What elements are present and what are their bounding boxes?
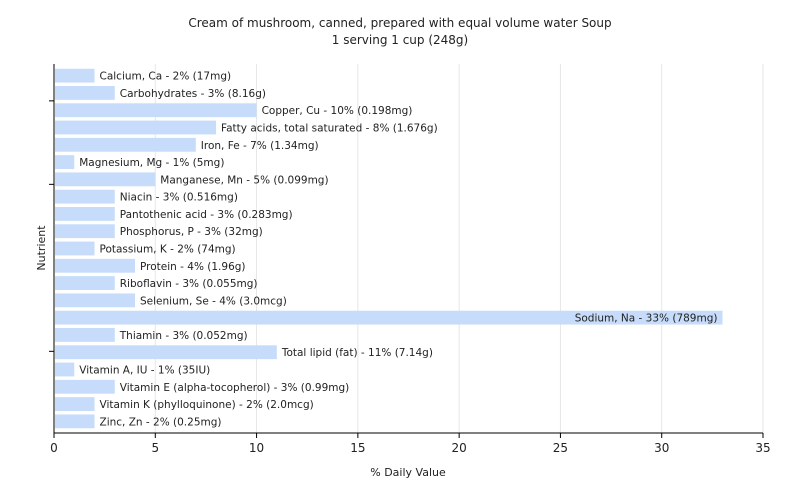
x-tick-label: 35 (755, 441, 770, 455)
bar (55, 379, 115, 394)
bar-label: Copper, Cu - 10% (0.198mg) (262, 105, 413, 117)
x-tick-label: 0 (50, 441, 58, 455)
bar (55, 345, 277, 360)
bar-label: Vitamin A, IU - 1% (35IU) (79, 365, 210, 377)
bar (55, 120, 217, 135)
bar-label: Manganese, Mn - 5% (0.099mg) (160, 174, 328, 186)
bar-label: Iron, Fe - 7% (1.34mg) (201, 140, 319, 152)
bar-label: Carbohydrates - 3% (8.16g) (120, 88, 266, 100)
bar (55, 189, 115, 204)
bar (55, 258, 136, 273)
bar-label: Magnesium, Mg - 1% (5mg) (79, 157, 224, 169)
chart-title: Cream of mushroom, canned, prepared with… (188, 16, 612, 30)
bar (55, 224, 115, 239)
x-axis-title: % Daily Value (370, 466, 446, 479)
bar-label: Riboflavin - 3% (0.055mg) (120, 278, 258, 290)
bars: Calcium, Ca - 2% (17mg) Carbohydrates - 3… (55, 68, 723, 429)
bar-label: Potassium, K - 2% (74mg) (100, 244, 236, 256)
bar (55, 207, 115, 221)
grid-lines (154, 64, 764, 433)
bar (55, 293, 136, 308)
bar (55, 362, 75, 377)
bar-label: Vitamin K (phylloquinone) - 2% (2.0mcg) (100, 399, 314, 411)
bar-label: Phosphorus, P - 3% (32mg) (120, 226, 263, 238)
bar (55, 414, 95, 429)
x-tick-label: 5 (151, 441, 159, 455)
bar-label: Fatty acids, total saturated - 8% (1.676… (221, 123, 438, 135)
bar (55, 328, 115, 342)
bar-label: Pantothenic acid - 3% (0.283mg) (120, 209, 293, 221)
bar-label: Zinc, Zn - 2% (0.25mg) (100, 416, 222, 428)
bar-label: Niacin - 3% (0.516mg) (120, 192, 238, 204)
x-tick-label: 25 (553, 441, 568, 455)
x-tick-label: 20 (452, 441, 467, 455)
bar-label: Selenium, Se - 4% (3.0mcg) (140, 295, 287, 307)
bar (55, 68, 95, 83)
bar (55, 276, 115, 290)
axes: 0 5 10 15 20 25 30 35 (49, 64, 771, 455)
chart-subtitle: 1 serving 1 cup (248g) (331, 33, 469, 47)
x-tick-label: 10 (249, 441, 264, 455)
bar (55, 241, 95, 256)
bar-label: Calcium, Ca - 2% (17mg) (100, 71, 232, 83)
bar-label: Vitamin E (alpha-tocopherol) - 3% (0.99m… (120, 382, 350, 394)
bar-label: Sodium, Na - 33% (789mg) (575, 313, 718, 325)
x-tick-label: 15 (350, 441, 365, 455)
bar (55, 103, 257, 118)
bar (55, 155, 75, 169)
x-tick-label: 30 (654, 441, 669, 455)
bar-label: Thiamin - 3% (0.052mg) (119, 330, 248, 342)
bar (55, 397, 95, 411)
bar (55, 310, 723, 325)
bar (55, 137, 196, 152)
y-axis-title: Nutrient (35, 225, 48, 271)
bar (55, 172, 156, 187)
bar-label: Protein - 4% (1.96g) (140, 261, 246, 273)
bar (55, 86, 115, 100)
bar-label: Total lipid (fat) - 11% (7.14g) (281, 347, 433, 359)
